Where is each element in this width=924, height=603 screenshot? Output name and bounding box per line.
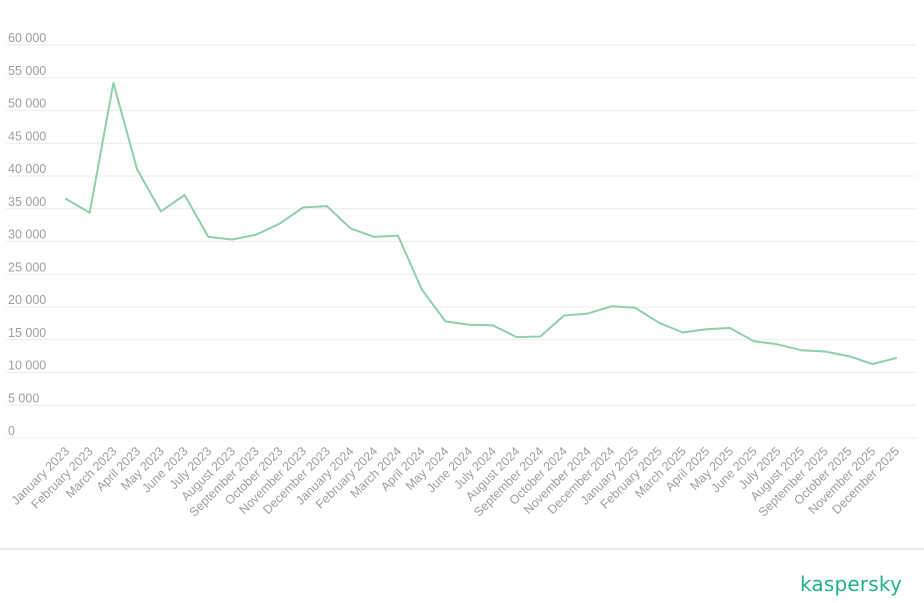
y-axis-tick-labels: 0 5 000 10 000 15 000 20 000 25 000 30 000 35 0… xyxy=(8,31,46,438)
kaspersky-logo: kaspersky xyxy=(799,572,902,596)
y-tick-label: 25 000 xyxy=(8,260,46,274)
y-tick-label: 20 000 xyxy=(8,293,46,307)
y-tick-label: 10 000 xyxy=(8,359,46,373)
y-tick-label: 15 000 xyxy=(8,326,46,340)
y-tick-label: 35 000 xyxy=(8,195,46,209)
y-tick-label: 45 000 xyxy=(8,129,46,143)
y-tick-label: 30 000 xyxy=(8,228,46,242)
y-tick-label: 0 xyxy=(8,424,15,438)
y-tick-label: 50 000 xyxy=(8,97,46,111)
gridlines xyxy=(6,44,916,439)
y-tick-label: 40 000 xyxy=(8,162,46,176)
y-tick-label: 55 000 xyxy=(8,64,46,78)
series-line xyxy=(65,82,897,365)
y-tick-label: 5 000 xyxy=(8,391,39,405)
y-tick-label: 60 000 xyxy=(8,31,46,45)
